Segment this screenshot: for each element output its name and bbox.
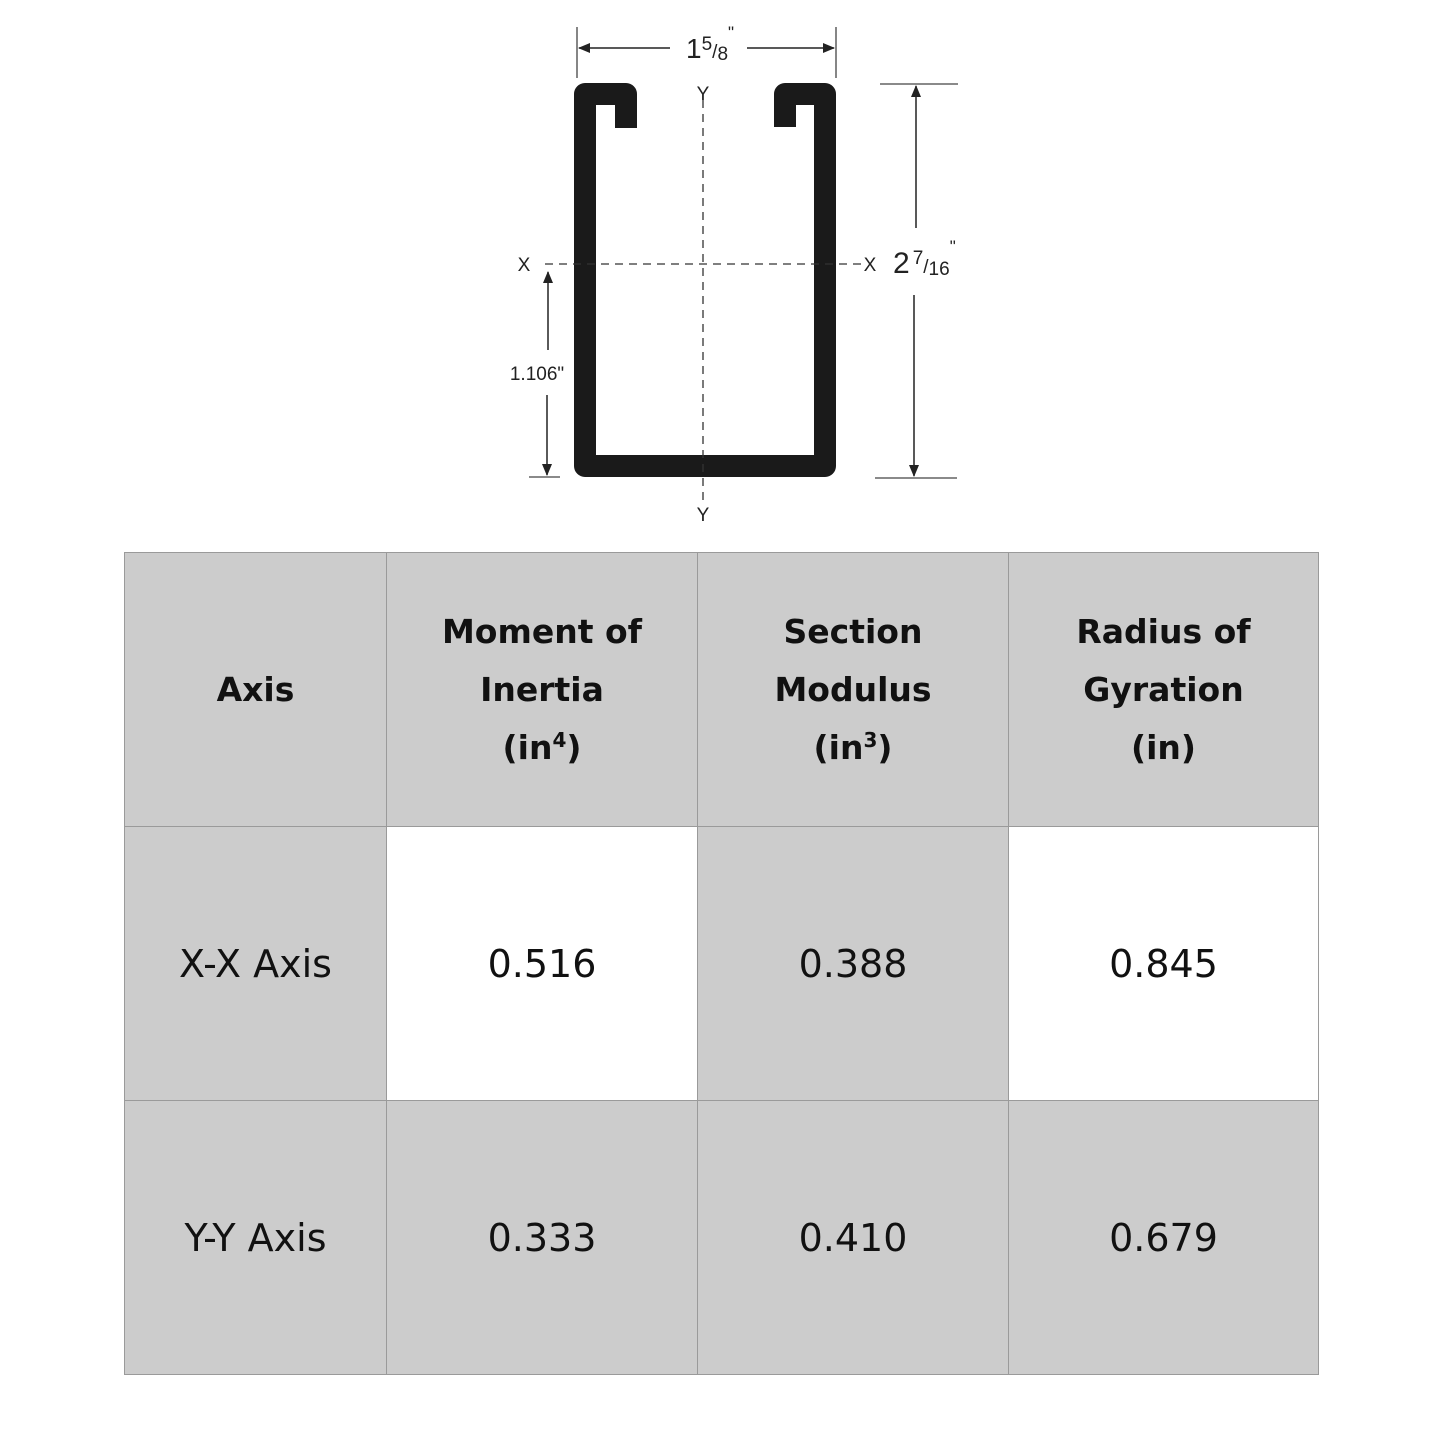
y-axis-label-top: Y: [697, 84, 710, 105]
table-row: X-X Axis 0.516 0.388 0.845: [124, 826, 1319, 1101]
cell-axis: X-X Axis: [124, 826, 387, 1101]
cell-modulus: 0.388: [697, 826, 1009, 1101]
y-axis-label-bottom: Y: [697, 505, 710, 526]
width-dimension: 15/8": [576, 23, 837, 78]
x-axis-label-left: X: [518, 255, 531, 276]
table-row: Y-Y Axis 0.333 0.410 0.679: [124, 1100, 1319, 1375]
height-dimension: 2 7/16": [875, 83, 958, 479]
section-properties-table: Axis Moment of Inertia (in4) Section Modul…: [124, 552, 1319, 1375]
centroid-dimension-label: 1.106": [510, 364, 564, 385]
cell-axis: Y-Y Axis: [124, 1100, 387, 1375]
cell-modulus: 0.410: [697, 1100, 1009, 1375]
cell-radius: 0.845: [1008, 826, 1319, 1101]
width-dimension-label: 15/8": [686, 23, 734, 65]
cell-radius: 0.679: [1008, 1100, 1319, 1375]
channel-profile: [574, 83, 836, 477]
cell-moment: 0.333: [386, 1100, 698, 1375]
channel-cross-section-diagram: Y Y X X 15/8" 2 7/16" 1.106": [510, 23, 958, 526]
table-header-row: Axis Moment of Inertia (in4) Section Modul…: [124, 552, 1319, 827]
centroid-dimension: 1.106": [510, 271, 564, 478]
header-section-modulus: Section Modulus (in3): [697, 552, 1009, 827]
x-axis-label-right: X: [864, 255, 877, 276]
header-radius-of-gyration: Radius of Gyration (in): [1008, 552, 1319, 827]
height-dimension-label: 2 7/16": [893, 237, 956, 280]
cell-moment: 0.516: [386, 826, 698, 1101]
header-axis: Axis: [124, 552, 387, 827]
header-moment-of-inertia: Moment of Inertia (in4): [386, 552, 698, 827]
